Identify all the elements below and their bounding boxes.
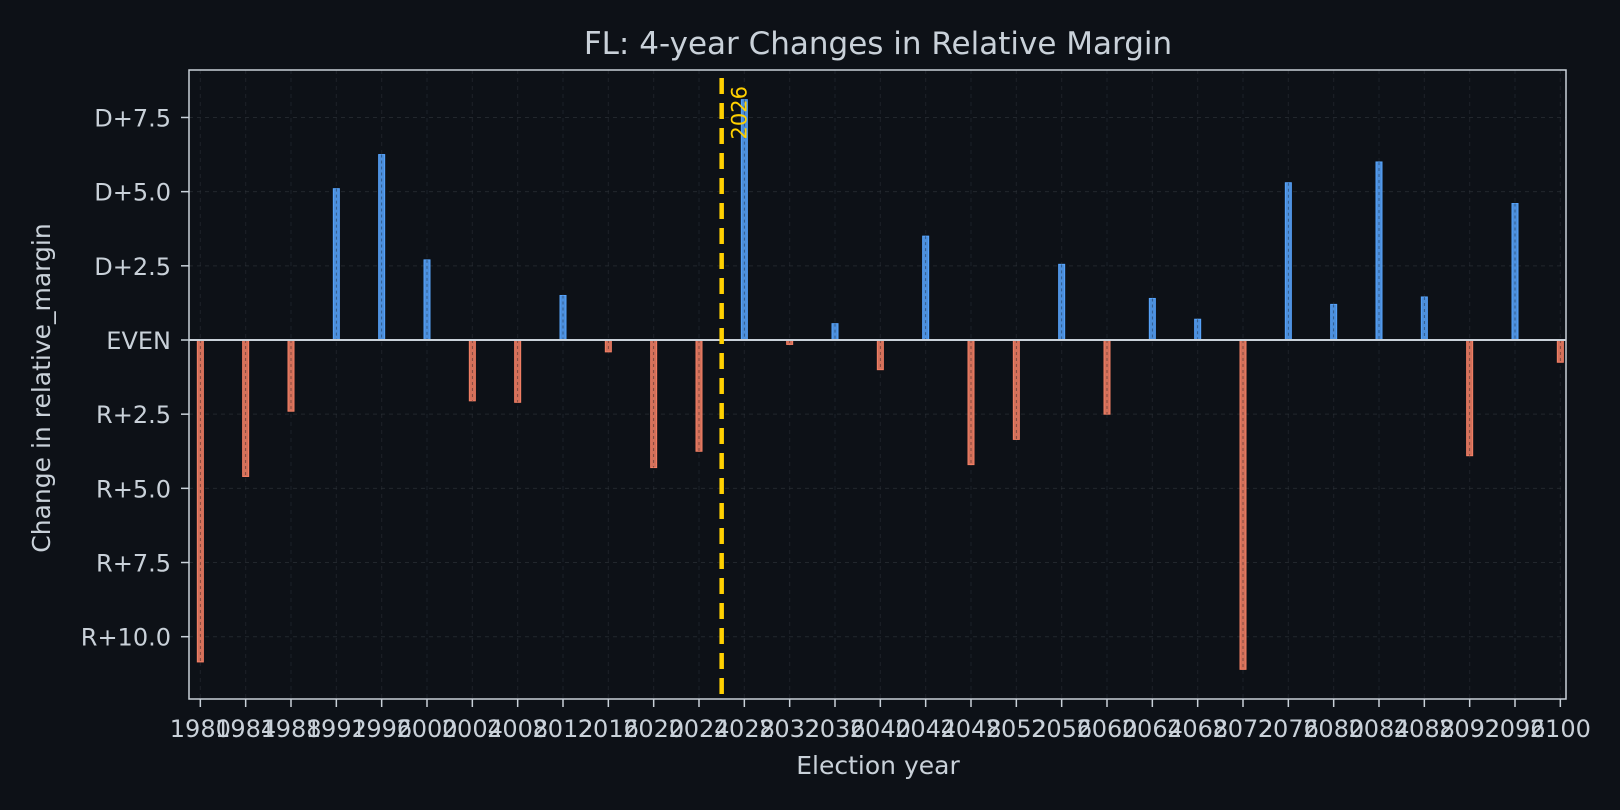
chart-title: FL: 4-year Changes in Relative Margin bbox=[584, 26, 1172, 62]
x-tick-label: 2004 bbox=[442, 715, 503, 743]
y-tick-label: D+7.5 bbox=[94, 104, 171, 132]
bars-layer bbox=[189, 99, 1566, 670]
bar bbox=[1194, 318, 1202, 341]
x-tick-label: 2096 bbox=[1484, 715, 1545, 743]
x-tick-label: 2032 bbox=[759, 715, 820, 743]
x-tick-label: 2028 bbox=[714, 715, 775, 743]
y-tick-label: R+7.5 bbox=[96, 550, 171, 578]
y-tick-label: R+10.0 bbox=[81, 624, 171, 652]
x-tick-label: 2092 bbox=[1439, 715, 1500, 743]
x-tick-label: 2036 bbox=[804, 715, 865, 743]
x-tick-label: 2084 bbox=[1348, 715, 1409, 743]
x-tick-label: 2100 bbox=[1530, 715, 1591, 743]
x-tick-label: 2068 bbox=[1167, 715, 1228, 743]
x-tick-label: 1988 bbox=[260, 715, 321, 743]
x-tick-label: 2020 bbox=[623, 715, 684, 743]
y-tick-label: R+2.5 bbox=[96, 401, 171, 429]
x-tick-label: 2000 bbox=[396, 715, 457, 743]
y-tick-label: EVEN bbox=[106, 327, 171, 355]
x-tick-label: 2024 bbox=[668, 715, 729, 743]
x-tick-label: 1996 bbox=[351, 715, 412, 743]
x-tick-label: 2040 bbox=[850, 715, 911, 743]
x-tick-label: 2008 bbox=[487, 715, 548, 743]
x-tick-label: 2060 bbox=[1076, 715, 1137, 743]
x-tick-label: 2064 bbox=[1122, 715, 1183, 743]
x-tick-label: 2044 bbox=[895, 715, 956, 743]
x-tick-label: 2080 bbox=[1303, 715, 1364, 743]
y-axis-label: Change in relative_margin bbox=[27, 223, 56, 552]
x-tick-label: 2076 bbox=[1258, 715, 1319, 743]
x-tick-label: 2016 bbox=[578, 715, 639, 743]
bar bbox=[922, 235, 930, 341]
x-tick-label: 2048 bbox=[940, 715, 1001, 743]
x-tick-label: 2056 bbox=[1031, 715, 1092, 743]
x-tick-label: 2088 bbox=[1394, 715, 1455, 743]
reference-layer: 2026 bbox=[719, 78, 752, 699]
x-tick-label: 2012 bbox=[532, 715, 593, 743]
x-axis-label: Election year bbox=[796, 751, 960, 780]
plot-frame bbox=[188, 69, 1567, 700]
x-tick-label: 2072 bbox=[1212, 715, 1273, 743]
x-tick-label: 1992 bbox=[306, 715, 367, 743]
x-tick-label: 1980 bbox=[170, 715, 231, 743]
y-tick-label: R+5.0 bbox=[96, 475, 171, 503]
x-tick-label: 2052 bbox=[986, 715, 1047, 743]
reference-line-label: 2026 bbox=[728, 86, 752, 139]
x-tick-label: 1984 bbox=[215, 715, 276, 743]
ticks-layer: D+7.5 D+5.0 D+2.5 EVEN R+2.5 R+5.0 R+7.5 R+10.0… bbox=[81, 104, 1591, 743]
y-tick-label: D+2.5 bbox=[94, 253, 171, 281]
y-tick-label: D+5.0 bbox=[94, 179, 171, 207]
